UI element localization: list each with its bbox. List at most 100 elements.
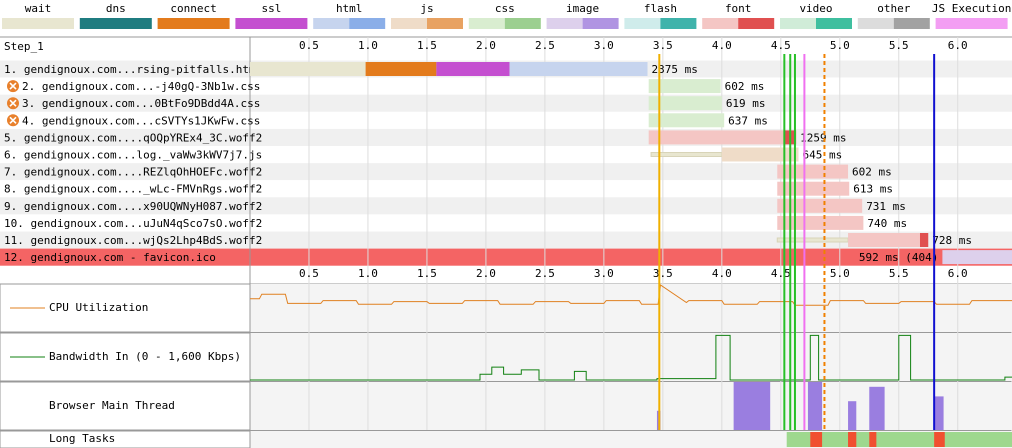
long-task	[810, 432, 823, 447]
main-thread-block	[848, 401, 857, 430]
error-cross	[9, 99, 17, 107]
error-cross	[9, 82, 17, 90]
legend-swatch	[935, 18, 1008, 29]
x-tick-label: 1.5	[417, 39, 437, 52]
x-tick-label: 5.0	[830, 267, 850, 280]
legend-swatch	[157, 18, 230, 29]
x-tick-label: 0.5	[299, 39, 319, 52]
request-bar	[919, 233, 929, 247]
request-bar	[848, 233, 920, 247]
row-background	[0, 163, 1012, 181]
x-tick-label: 1.0	[358, 267, 378, 280]
row-background	[0, 111, 1012, 129]
panel-label: CPU Utilization	[49, 301, 148, 314]
legend-swatch	[582, 18, 619, 29]
x-tick-label: 4.0	[712, 267, 732, 280]
legend-label: other	[877, 2, 910, 15]
request-bar	[436, 62, 510, 76]
row-background	[0, 180, 1012, 198]
legend-label: font	[725, 2, 752, 15]
legend-swatch	[893, 18, 930, 29]
request-bar	[648, 96, 722, 111]
request-bar	[365, 62, 437, 76]
series-line	[250, 284, 1012, 306]
request-bar	[721, 147, 799, 162]
request-label: 5. gendignoux.com....qOQpYREx4_3C.woff2	[4, 131, 262, 144]
x-tick-label: 4.5	[771, 267, 791, 280]
legend-swatch	[504, 18, 541, 29]
long-task	[869, 432, 877, 447]
legend-swatch	[427, 18, 463, 29]
request-label: 6. gendignoux.com...log._vaWw3kWV7j7.js	[4, 149, 262, 162]
long-task	[934, 432, 945, 447]
row-background	[0, 231, 1012, 249]
x-tick-label: 6.0	[948, 267, 968, 280]
interactive-window	[786, 432, 1012, 447]
duration-label: 602 ms	[725, 80, 765, 93]
duration-label: 740 ms	[867, 217, 907, 230]
request-label: 2. gendignoux.com...-j40gQ-3Nb1w.css	[22, 80, 260, 93]
panel-plot	[250, 333, 1012, 381]
x-tick-label: 2.5	[535, 39, 555, 52]
request-label: 11. gendignoux.com...wjQs2Lhp4BdS.woff2	[4, 234, 262, 247]
x-tick-label: 2.0	[476, 267, 496, 280]
legend-label: JS Execution	[932, 2, 1011, 15]
legend-swatch	[546, 18, 583, 29]
x-tick-label: 2.5	[535, 267, 555, 280]
legend-swatch	[738, 18, 775, 29]
request-bar	[777, 198, 863, 213]
x-tick-label: 3.5	[653, 39, 673, 52]
duration-label: 619 ms	[726, 97, 766, 110]
legend-swatch	[2, 18, 74, 29]
panel-label: Long Tasks	[49, 432, 115, 445]
row-background	[0, 214, 1012, 232]
legend-swatch	[79, 18, 152, 29]
legend-swatch	[349, 18, 386, 29]
request-label: 7. gendignoux.com....REZlqOhHOEFc.woff2	[4, 166, 262, 179]
legend-label: html	[336, 2, 363, 15]
row-background	[0, 248, 1012, 266]
x-tick-label: 5.5	[889, 267, 909, 280]
legend-swatch	[313, 18, 350, 29]
request-bar	[777, 164, 849, 179]
request-label: 8. gendignoux.com...._wLc-FMVnRgs.woff2	[4, 183, 262, 196]
request-label: 12. gendignoux.com - favicon.ico	[4, 251, 216, 264]
legend-label: flash	[644, 2, 677, 15]
main-thread-block	[934, 396, 944, 430]
duration-label: 1259 ms	[800, 131, 846, 144]
legend-label: css	[495, 2, 515, 15]
duration-label: 731 ms	[866, 200, 906, 213]
x-tick-label: 2.0	[476, 39, 496, 52]
legend-swatch	[780, 18, 816, 29]
request-bar	[650, 152, 723, 157]
duration-label: 613 ms	[853, 183, 893, 196]
x-tick-label: 5.5	[889, 39, 909, 52]
x-tick-label: 6.0	[948, 39, 968, 52]
legend-swatch	[624, 18, 661, 29]
request-bar	[648, 79, 721, 94]
legend-label: image	[566, 2, 599, 15]
main-thread-block	[807, 382, 823, 430]
long-task	[848, 432, 857, 447]
row-background	[0, 94, 1012, 112]
legend-label: js	[420, 2, 433, 15]
request-label: 9. gendignoux.com....x90UQWNyH087.woff2	[4, 200, 262, 213]
legend-swatch	[816, 18, 852, 29]
duration-label: 2375 ms	[652, 63, 698, 76]
main-thread-block	[733, 382, 771, 430]
main-thread-block	[869, 386, 885, 430]
legend-swatch	[702, 18, 739, 29]
panel-plot	[250, 382, 1012, 430]
x-tick-label: 1.5	[417, 267, 437, 280]
x-tick-label: 3.5	[653, 267, 673, 280]
error-cross	[9, 116, 17, 124]
request-bar	[777, 215, 864, 230]
request-bar	[942, 250, 1012, 265]
request-bar	[648, 113, 725, 128]
panel-label: Browser Main Thread	[49, 399, 175, 412]
legend-label: video	[799, 2, 832, 15]
panel-plot	[250, 284, 1012, 332]
duration-label: 728 ms	[932, 234, 972, 247]
request-bar	[776, 237, 849, 243]
